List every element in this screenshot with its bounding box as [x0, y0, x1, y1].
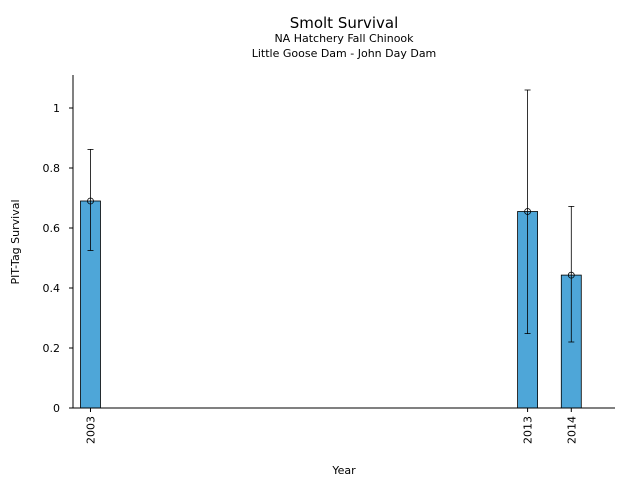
chart-subtitle-line-1: NA Hatchery Fall Chinook	[274, 32, 414, 45]
point-marker-2003	[87, 197, 94, 205]
y-ticks-group: 0 0.2 0.4 0.6 0.8 1	[43, 102, 73, 415]
y-tick-label-3: 0.6	[43, 222, 61, 235]
y-tick-label-1: 0.2	[43, 342, 61, 355]
y-tick-label-0: 0	[53, 402, 60, 415]
y-tick-label-4: 0.8	[43, 162, 61, 175]
chart-subtitle-line-2: Little Goose Dam - John Day Dam	[252, 47, 437, 60]
x-tick-label-2014: 2014	[565, 416, 578, 444]
y-tick-label-5: 1	[53, 102, 60, 115]
x-tick-label-2013: 2013	[522, 416, 535, 444]
point-marker-2013	[524, 208, 531, 215]
point-marker-2014	[567, 271, 575, 279]
y-axis-label: PIT-Tag Survival	[9, 199, 22, 284]
chart-title: Smolt Survival	[290, 14, 399, 32]
x-axis-label: Year	[331, 464, 356, 477]
x-ticks-group: 2003 2013 2014	[84, 408, 578, 444]
bars-group	[80, 200, 582, 409]
error-bars-group	[87, 89, 575, 343]
y-tick-label-2: 0.4	[43, 282, 61, 295]
x-tick-label-2003: 2003	[84, 416, 97, 444]
